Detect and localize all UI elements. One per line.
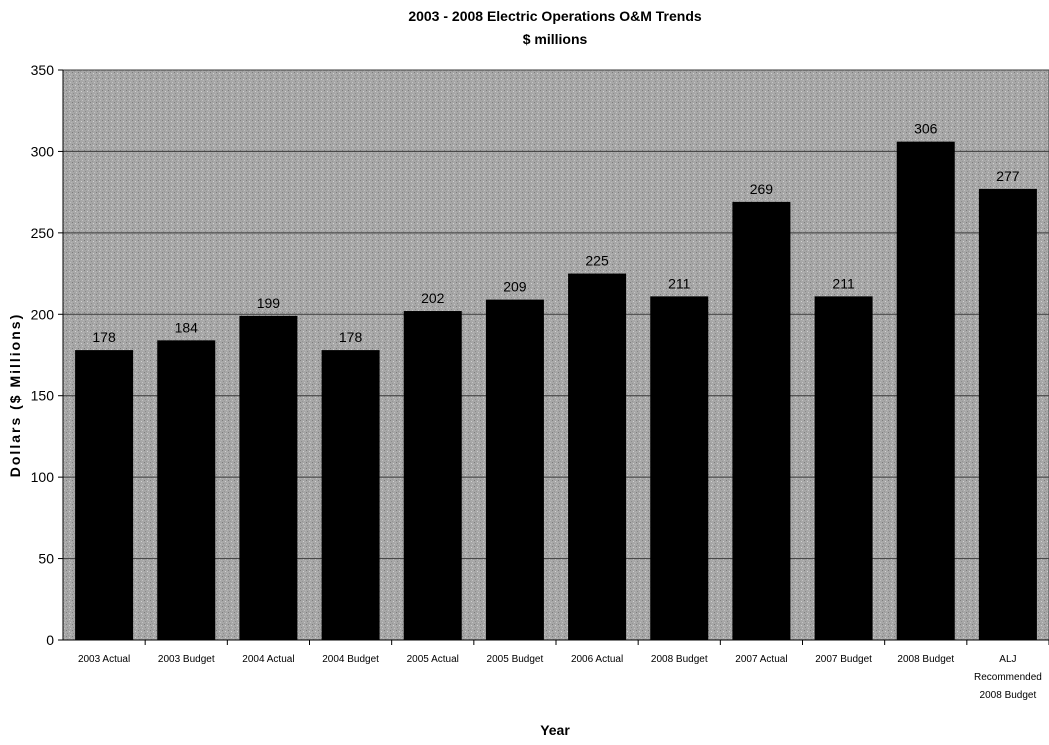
x-axis-label: Year	[540, 722, 570, 738]
x-tick-label: 2008 Budget	[897, 654, 954, 665]
bar	[814, 296, 873, 640]
data-labels: 178 184 199 178 202 209 225 211 269 211 306 277	[92, 121, 1019, 345]
x-axis-ticks: 2003 Actual 2003 Budget 2004 Actual 2004 Bu…	[78, 640, 1049, 701]
bar	[321, 350, 380, 640]
x-tick-label: 2007 Actual	[735, 654, 787, 665]
x-tick-label: 2005 Budget	[487, 654, 544, 665]
x-tick-label: 2004 Budget	[322, 654, 379, 665]
y-tick-label: 300	[31, 143, 55, 159]
y-tick-label: 100	[31, 469, 55, 485]
data-label: 211	[668, 275, 691, 291]
x-tick-label: ALJ Recommended 2008 Budget	[974, 654, 1042, 701]
bar	[650, 296, 709, 640]
data-label: 269	[750, 181, 774, 197]
data-label: 178	[339, 329, 363, 345]
x-tick-label: 2007 Budget	[815, 654, 872, 665]
data-label: 178	[92, 329, 116, 345]
bar	[485, 299, 544, 640]
y-axis-ticks: 0 50 100 150 200 250 300 350	[31, 62, 63, 648]
data-label: 202	[421, 290, 445, 306]
y-tick-label: 200	[31, 306, 55, 322]
bar	[239, 315, 298, 640]
plot-area	[62, 69, 1049, 641]
x-tick-label: 2004 Actual	[242, 654, 294, 665]
y-tick-label: 350	[31, 62, 55, 78]
chart-title: 2003 - 2008 Electric Operations O&M Tren…	[408, 8, 702, 24]
bar	[403, 311, 462, 640]
y-tick-label: 50	[38, 551, 54, 567]
data-label: 184	[175, 319, 199, 335]
x-tick-label: 2003 Actual	[78, 654, 130, 665]
bar	[568, 273, 627, 640]
data-label: 306	[914, 121, 938, 137]
x-tick-label: 2008 Budget	[651, 654, 708, 665]
y-tick-label: 0	[46, 632, 54, 648]
y-tick-label: 250	[31, 225, 55, 241]
y-tick-label: 150	[31, 388, 55, 404]
data-label: 199	[257, 295, 281, 311]
x-tick-label: 2003 Budget	[158, 654, 215, 665]
y-axis-label: Dollars ($ Millions)	[7, 313, 23, 477]
data-label: 209	[503, 279, 527, 295]
bar	[75, 350, 134, 640]
bars	[75, 141, 1037, 640]
gridlines	[63, 69, 1049, 560]
x-tick-label: 2006 Actual	[571, 654, 623, 665]
data-label: 277	[996, 168, 1020, 184]
chart-subtitle: $ millions	[523, 31, 588, 47]
data-label: 211	[832, 275, 855, 291]
bar	[732, 201, 791, 640]
bar	[896, 141, 955, 640]
bar	[978, 188, 1037, 640]
x-tick-label: 2005 Actual	[407, 654, 459, 665]
data-label: 225	[585, 253, 609, 269]
bar	[157, 340, 216, 640]
